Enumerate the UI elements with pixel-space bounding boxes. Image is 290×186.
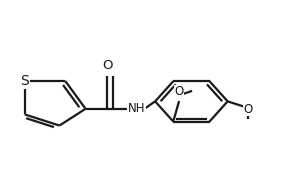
Text: NH: NH bbox=[128, 102, 145, 115]
Text: S: S bbox=[20, 74, 29, 88]
Text: O: O bbox=[102, 59, 113, 72]
Text: O: O bbox=[175, 85, 184, 98]
Text: O: O bbox=[243, 103, 253, 116]
